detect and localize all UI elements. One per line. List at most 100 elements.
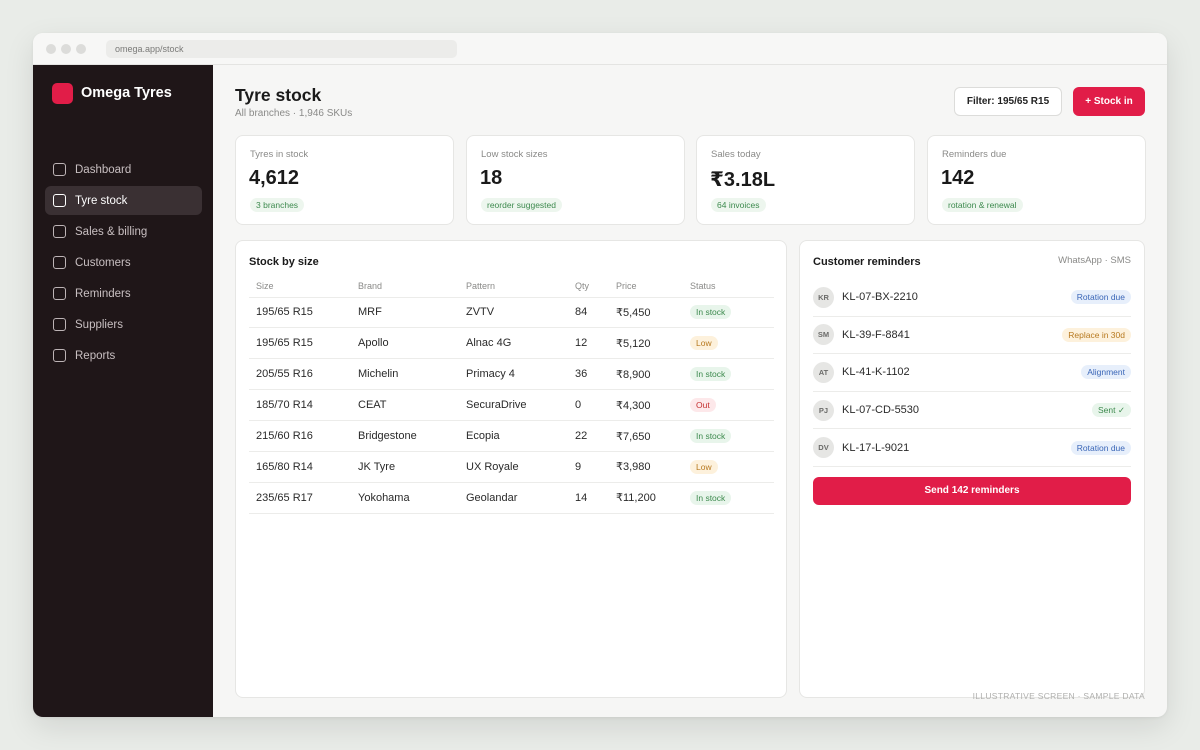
column-header-pattern[interactable]: Pattern bbox=[459, 276, 568, 298]
cell-status: In stock bbox=[683, 420, 774, 452]
reminder-status-badge: Replace in 30d bbox=[1062, 327, 1131, 342]
sidebar-item-suppliers[interactable]: Suppliers bbox=[45, 310, 202, 339]
vehicle-plate: KL-07-BX-2210 bbox=[842, 291, 918, 304]
sales-today-card[interactable]: Sales today ₹3.18L 64 invoices bbox=[696, 135, 915, 225]
sidebar-item-reports[interactable]: Reports bbox=[45, 341, 202, 370]
status-badge: In stock bbox=[690, 305, 732, 320]
column-header-status[interactable]: Status bbox=[683, 276, 774, 298]
avatar: SM bbox=[813, 324, 834, 346]
browser-window: omega.app/stock Omega Tyres Dashboard Tyr… bbox=[33, 33, 1167, 717]
filter-button[interactable]: Filter: 195/65 R15 bbox=[954, 87, 1062, 116]
cell-price: ₹7,650 bbox=[609, 420, 683, 452]
table-row[interactable]: 205/55 R16 Michelin Primacy 4 36 ₹8,900 In st… bbox=[249, 358, 774, 391]
stock-table: Size Brand Pattern Qty Price Status 195/65 R1… bbox=[249, 276, 774, 514]
reminder-item[interactable]: DV KL-17-L-9021 Rotation due bbox=[813, 429, 1131, 467]
stock-in-button[interactable]: + Stock in bbox=[1073, 87, 1145, 116]
column-header-price[interactable]: Price bbox=[609, 276, 683, 298]
sidebar-item-sales-billing[interactable]: Sales & billing bbox=[45, 217, 202, 246]
checkbox-icon bbox=[53, 163, 66, 176]
reminder-item[interactable]: AT KL-41-K-1102 Alignment bbox=[813, 354, 1131, 392]
cell-size: 215/60 R16 bbox=[249, 420, 351, 452]
vehicle-plate: KL-17-L-9021 bbox=[842, 441, 910, 454]
address-bar[interactable]: omega.app/stock bbox=[106, 40, 457, 58]
column-header-brand[interactable]: Brand bbox=[351, 276, 459, 298]
sidebar-item-customers[interactable]: Customers bbox=[45, 248, 202, 277]
sidebar-item-reminders[interactable]: Reminders bbox=[45, 279, 202, 308]
window-maximize-dot[interactable] bbox=[76, 44, 86, 54]
sidebar-item-label: Dashboard bbox=[75, 163, 132, 176]
main-content: Tyre stock All branches · 1,946 SKUs Fil… bbox=[213, 65, 1167, 717]
sidebar-nav: Dashboard Tyre stock Sales & billing Custom… bbox=[45, 155, 202, 372]
stock-table-header: Size Brand Pattern Qty Price Status bbox=[249, 276, 774, 298]
status-badge: Low bbox=[690, 336, 718, 351]
cell-pattern: SecuraDrive bbox=[459, 389, 568, 422]
stock-panel-title: Stock by size bbox=[249, 256, 319, 268]
cell-qty: 22 bbox=[568, 420, 609, 452]
avatar: PJ bbox=[813, 399, 834, 421]
low-stock-card[interactable]: Low stock sizes 18 reorder suggested bbox=[466, 135, 685, 225]
cell-brand: Bridgestone bbox=[351, 420, 459, 452]
stat-badge: 3 branches bbox=[250, 198, 305, 212]
browser-titlebar: omega.app/stock bbox=[33, 33, 1167, 65]
cell-qty: 9 bbox=[568, 451, 609, 483]
table-row[interactable]: 195/65 R15 Apollo Alnac 4G 12 ₹5,120 Low bbox=[249, 327, 774, 360]
cell-status: Low bbox=[683, 327, 774, 360]
sidebar-item-tyre-stock[interactable]: Tyre stock bbox=[45, 186, 202, 215]
cell-price: ₹3,980 bbox=[609, 451, 683, 483]
cell-price: ₹5,120 bbox=[609, 327, 683, 360]
tyres-in-stock-card[interactable]: Tyres in stock 4,612 3 branches bbox=[235, 135, 454, 225]
stat-badge: 64 invoices bbox=[711, 198, 766, 212]
stat-badge: reorder suggested bbox=[481, 198, 562, 212]
reminder-item[interactable]: KR KL-07-BX-2210 Rotation due bbox=[813, 279, 1131, 317]
column-header-qty[interactable]: Qty bbox=[568, 276, 609, 298]
reminder-status-badge: Rotation due bbox=[1070, 440, 1131, 455]
send-reminders-button[interactable]: Send 142 reminders bbox=[813, 477, 1131, 505]
table-row[interactable]: 195/65 R15 MRF ZVTV 84 ₹5,450 In stock bbox=[249, 297, 774, 329]
cell-size: 235/65 R17 bbox=[249, 482, 351, 514]
cell-size: 195/65 R15 bbox=[249, 297, 351, 329]
brand-logo bbox=[52, 82, 73, 104]
stat-label: Low stock sizes bbox=[481, 149, 548, 160]
reminder-item[interactable]: PJ KL-07-CD-5530 Sent ✓ bbox=[813, 392, 1131, 430]
cell-pattern: Geolandar bbox=[459, 482, 568, 514]
reminders-due-card[interactable]: Reminders due 142 rotation & renewal bbox=[927, 135, 1146, 225]
avatar: KR bbox=[813, 286, 834, 308]
reminder-item[interactable]: SM KL-39-F-8841 Replace in 30d bbox=[813, 317, 1131, 355]
status-badge: Low bbox=[690, 459, 718, 474]
checkbox-icon bbox=[53, 194, 66, 207]
cell-brand: Apollo bbox=[351, 327, 459, 360]
cell-price: ₹5,450 bbox=[609, 297, 683, 329]
reminder-status-badge: Rotation due bbox=[1070, 290, 1131, 305]
stat-value: 142 bbox=[941, 167, 975, 189]
checkbox-icon bbox=[53, 318, 66, 331]
stat-value: 18 bbox=[480, 167, 503, 189]
table-row[interactable]: 215/60 R16 Bridgestone Ecopia 22 ₹7,650 In st… bbox=[249, 420, 774, 452]
window-minimize-dot[interactable] bbox=[61, 44, 71, 54]
sidebar-item-dashboard[interactable]: Dashboard bbox=[45, 155, 202, 184]
checkbox-icon bbox=[53, 349, 66, 362]
cell-pattern: Ecopia bbox=[459, 420, 568, 452]
cell-price: ₹8,900 bbox=[609, 358, 683, 391]
table-row[interactable]: 185/70 R14 CEAT SecuraDrive 0 ₹4,300 Out bbox=[249, 389, 774, 422]
stat-label: Reminders due bbox=[942, 149, 1007, 160]
stock-panel: Stock by size Size Brand Pattern Qty Price St… bbox=[235, 240, 787, 698]
cell-price: ₹4,300 bbox=[609, 389, 683, 422]
checkbox-icon bbox=[53, 287, 66, 300]
vehicle-plate: KL-41-K-1102 bbox=[842, 366, 910, 379]
table-row[interactable]: 235/65 R17 Yokohama Geolandar 14 ₹11,200 In s… bbox=[249, 482, 774, 514]
cell-qty: 84 bbox=[568, 297, 609, 329]
table-row[interactable]: 165/80 R14 JK Tyre UX Royale 9 ₹3,980 Low bbox=[249, 451, 774, 483]
footnote: ILLUSTRATIVE SCREEN · SAMPLE DATA bbox=[972, 691, 1145, 701]
column-header-size[interactable]: Size bbox=[249, 276, 351, 298]
brand[interactable]: Omega Tyres bbox=[52, 82, 172, 104]
cell-pattern: UX Royale bbox=[459, 451, 568, 483]
stat-label: Sales today bbox=[711, 149, 761, 160]
cell-status: In stock bbox=[683, 297, 774, 329]
avatar: AT bbox=[813, 361, 834, 383]
window-close-dot[interactable] bbox=[46, 44, 56, 54]
checkbox-icon bbox=[53, 256, 66, 269]
sidebar-item-label: Reminders bbox=[75, 287, 131, 300]
avatar: DV bbox=[813, 437, 834, 459]
cell-brand: CEAT bbox=[351, 389, 459, 422]
vehicle-plate: KL-07-CD-5530 bbox=[842, 404, 920, 417]
